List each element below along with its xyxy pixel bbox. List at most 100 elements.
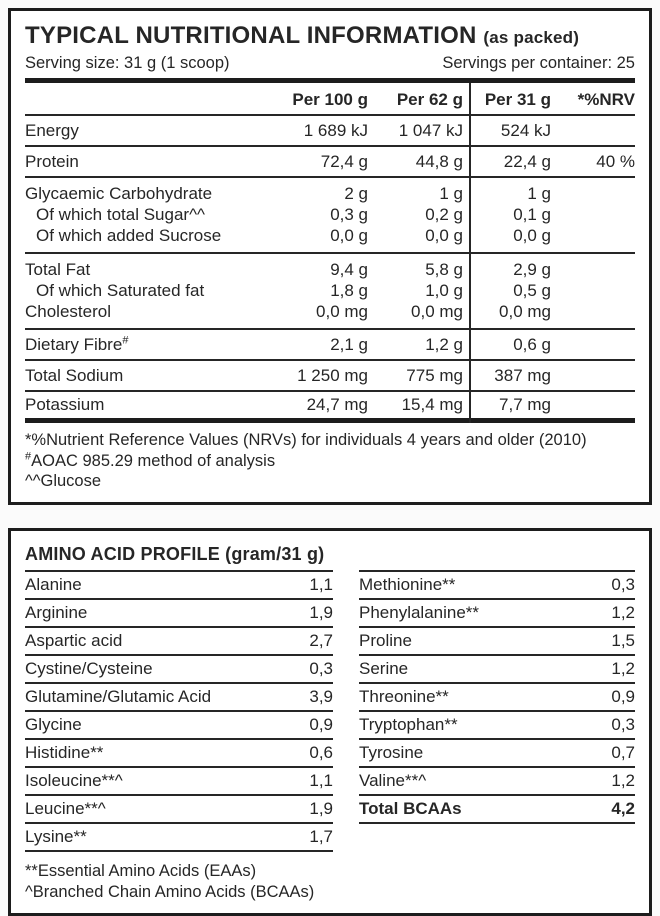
amino-acid-left-column: AMINO ACID PROFILE (gram/31 g) Alanine 1,… [25,541,333,903]
value-per-62g: 15,4 mg [401,395,463,414]
amino-name: Threonine** [359,686,449,706]
value-per-31g: 0,1 g [513,205,551,224]
amino-name: Lysine** [25,826,87,846]
value-per-100g: 1 250 mg [297,365,368,385]
value-per-100g: 24,7 mg [306,395,368,414]
amino-row-serine: Serine 1,2 [359,656,635,684]
table-group-fat: Total Fat 9,4 g 5,8 g 2,9 g Of which Sat… [25,254,635,330]
amino-name: Proline [359,630,412,650]
nutrient-name: Total Fat [25,260,91,279]
value-per-31g: 0,0 mg [499,302,551,321]
table-row-dietary-fibre: Dietary Fibre# 2,1 g 1,2 g 0,6 g [25,330,635,361]
serving-size-label: Serving size: 31 g (1 scoop) [25,54,230,72]
value-per-100g: 0,3 g [330,205,368,224]
amino-acid-columns: AMINO ACID PROFILE (gram/31 g) Alanine 1,… [25,541,635,903]
table-row-saturated-fat: Of which Saturated fat 1,8 g 1,0 g 0,5 g [25,280,635,301]
value-per-100g: 2 g [344,184,368,203]
value-nrv [551,301,635,322]
amino-row-total-bcaas: Total BCAAs 4,2 [359,796,635,824]
amino-name: Methionine** [359,574,456,594]
col-header-nrv: *%NRV [577,90,635,109]
table-row-total-sodium: Total Sodium 1 250 mg 775 mg 387 mg [25,361,635,392]
amino-name: Isoleucine**^ [25,770,123,790]
value-nrv [551,183,635,204]
amino-value: 1,1 [309,770,333,790]
panel2-footnotes: **Essential Amino Acids (EAAs) ^Branched… [25,861,333,903]
amino-value: 0,9 [309,714,333,734]
amino-value: 1,9 [309,798,333,818]
amino-name: Cystine/Cysteine [25,658,153,678]
amino-name: Arginine [25,602,88,622]
amino-row-glycine: Glycine 0,9 [25,712,333,740]
panel-title: TYPICAL NUTRITIONAL INFORMATION (as pack… [25,21,635,52]
value-per-31g: 7,7 mg [499,395,551,414]
table-row-total-fat: Total Fat 9,4 g 5,8 g 2,9 g [25,259,635,280]
amino-row-aspartic-acid: Aspartic acid 2,7 [25,628,333,656]
value-nrv [551,280,635,301]
panel1-footnotes: *%Nutrient Reference Values (NRVs) for i… [25,430,635,492]
amino-row-tryptophan: Tryptophan** 0,3 [359,712,635,740]
amino-value: 1,2 [611,770,635,790]
right-column-spacer [359,541,635,572]
amino-row-isoleucine: Isoleucine**^ 1,1 [25,768,333,796]
header-empty-cell [25,90,268,110]
amino-row-proline: Proline 1,5 [359,628,635,656]
amino-value: 0,6 [309,742,333,762]
amino-row-methionine: Methionine** 0,3 [359,572,635,600]
amino-row-cystine-cysteine: Cystine/Cysteine 0,3 [25,656,333,684]
amino-acid-title-block: AMINO ACID PROFILE (gram/31 g) [25,541,333,572]
table-row-glycaemic-carbohydrate: Glycaemic Carbohydrate 2 g 1 g 1 g [25,183,635,204]
amino-name: Total BCAAs [359,798,462,818]
value-nrv [551,259,635,280]
amino-row-leucine: Leucine**^ 1,9 [25,796,333,824]
amino-row-threonine: Threonine** 0,9 [359,684,635,712]
amino-row-arginine: Arginine 1,9 [25,600,333,628]
value-per-62g: 0,2 g [425,205,463,224]
amino-value: 0,7 [611,742,635,762]
value-per-31g: 0,6 g [513,334,551,354]
value-per-100g: 1 689 kJ [303,120,368,140]
nutrient-name: Glycaemic Carbohydrate [25,184,213,203]
table-row-protein: Protein 72,4 g 44,8 g 22,4 g 40 % [25,147,635,178]
amino-name: Aspartic acid [25,630,123,650]
footnote-eaa: **Essential Amino Acids (EAAs) [25,861,257,880]
amino-acid-right-column: Methionine** 0,3 Phenylalanine** 1,2 Proli… [359,541,635,903]
value-nrv [551,204,635,225]
value-per-62g: 5,8 g [425,260,463,279]
nutrient-name: Of which added Sucrose [36,226,222,245]
value-per-31g: 0,0 g [513,226,551,245]
amino-name: Phenylalanine** [359,602,480,622]
nutrient-name: Of which Saturated fat [36,281,205,300]
amino-value: 4,2 [611,798,635,818]
nutrient-name: Cholesterol [25,302,111,321]
value-per-31g: 22,4 g [503,151,551,171]
amino-value: 1,9 [309,602,333,622]
serving-info-row: Serving size: 31 g (1 scoop) Servings pe… [25,53,635,74]
nutritional-information-panel: TYPICAL NUTRITIONAL INFORMATION (as pack… [8,8,652,505]
amino-value: 0,9 [611,686,635,706]
table-row-added-sucrose: Of which added Sucrose 0,0 g 0,0 g 0,0 g [25,225,635,246]
amino-name: Histidine** [25,742,104,762]
nutrient-name: Total Sodium [25,365,124,385]
value-per-31g: 2,9 g [513,260,551,279]
value-nrv [551,225,635,246]
amino-acid-profile-panel: AMINO ACID PROFILE (gram/31 g) Alanine 1,… [8,527,652,916]
amino-row-valine: Valine**^ 1,2 [359,768,635,796]
value-per-31g: 524 kJ [500,120,551,140]
nutrient-name: Potassium [25,395,105,414]
amino-row-alanine: Alanine 1,1 [25,572,333,600]
footnote-glucose: ^^Glucose [25,472,102,490]
amino-name: Glutamine/Glutamic Acid [25,686,212,706]
amino-value: 1,1 [309,574,333,594]
value-per-100g: 72,4 g [320,151,368,171]
amino-value: 3,9 [309,686,333,706]
table-row-potassium: Potassium 24,7 mg 15,4 mg 7,7 mg [25,392,635,423]
value-per-62g: 1 047 kJ [398,120,463,140]
nutrient-name: Energy [25,120,79,140]
value-nrv: 40 % [596,151,635,171]
col-header-per-100g: Per 100 g [292,90,368,109]
footnote-nrv: *%Nutrient Reference Values (NRVs) for i… [25,431,587,449]
table-row-total-sugar: Of which total Sugar^^ 0,3 g 0,2 g 0,1 g [25,204,635,225]
amino-value: 0,3 [611,574,635,594]
